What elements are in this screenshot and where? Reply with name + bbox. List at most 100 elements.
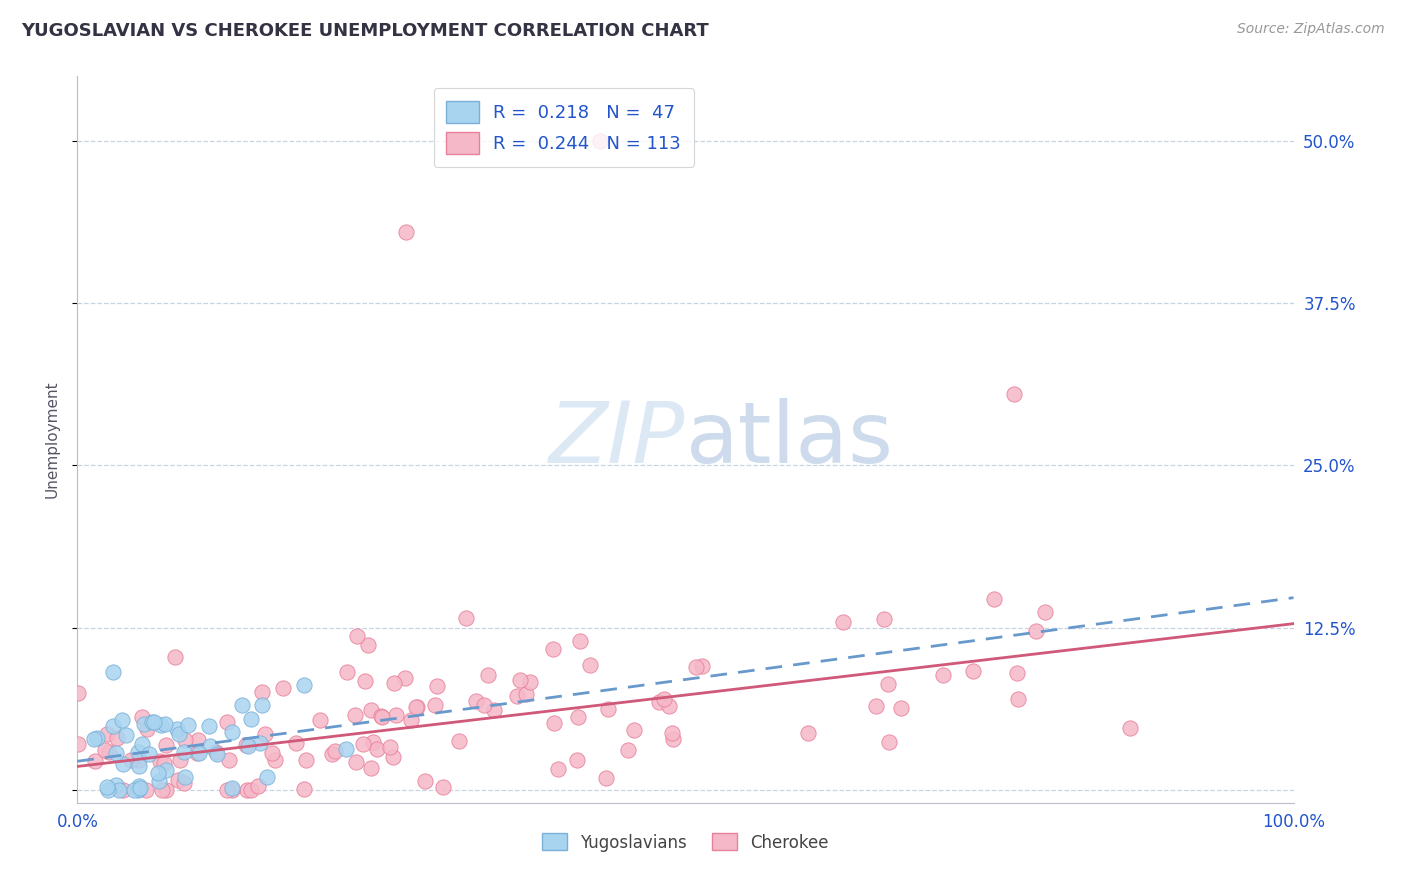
Point <box>595 771 617 785</box>
Point <box>662 732 685 747</box>
Point <box>148 765 170 780</box>
Point <box>519 675 541 690</box>
Point <box>865 698 887 713</box>
Point <box>173 776 195 790</box>
Point <box>221 724 243 739</box>
Point <box>352 737 374 751</box>
Point <box>256 770 278 784</box>
Text: Source: ZipAtlas.com: Source: ZipAtlas.com <box>1237 22 1385 37</box>
Point <box>240 782 263 797</box>
Point <box>872 612 894 626</box>
Point <box>360 703 382 717</box>
Point <box>149 755 172 769</box>
Point <box>876 677 898 691</box>
Point <box>262 746 284 760</box>
Point <box>131 710 153 724</box>
Point <box>250 698 273 712</box>
Point <box>103 719 125 733</box>
Point <box>143 714 166 729</box>
Point <box>589 134 612 148</box>
Point <box>292 678 315 692</box>
Point <box>1005 666 1028 681</box>
Point <box>218 754 240 768</box>
Point <box>173 770 195 784</box>
Point <box>177 718 200 732</box>
Point <box>879 735 901 749</box>
Point <box>360 761 382 775</box>
Point <box>221 782 243 797</box>
Point <box>425 698 447 712</box>
Point <box>472 698 495 713</box>
Point <box>148 774 170 789</box>
Point <box>426 680 449 694</box>
Point <box>217 782 239 797</box>
Text: atlas: atlas <box>686 398 893 481</box>
Point <box>111 756 134 771</box>
Point <box>127 745 149 759</box>
Point <box>890 701 912 715</box>
Point <box>253 727 276 741</box>
Point <box>381 750 404 764</box>
Y-axis label: Unemployment: Unemployment <box>44 381 59 498</box>
Point <box>692 659 714 673</box>
Point <box>231 698 253 712</box>
Point <box>247 779 270 793</box>
Point <box>155 738 177 752</box>
Point <box>187 733 209 747</box>
Point <box>150 782 173 797</box>
Point <box>658 698 681 713</box>
Text: YUGOSLAVIAN VS CHEROKEE UNEMPLOYMENT CORRELATION CHART: YUGOSLAVIAN VS CHEROKEE UNEMPLOYMENT COR… <box>21 22 709 40</box>
Point <box>354 673 377 688</box>
Legend: Yugoslavians, Cherokee: Yugoslavians, Cherokee <box>534 825 837 860</box>
Point <box>323 744 346 758</box>
Point <box>962 665 984 679</box>
Point <box>205 747 228 762</box>
Point <box>477 667 499 681</box>
Point <box>67 686 90 700</box>
Point <box>112 782 135 797</box>
Point <box>648 695 671 709</box>
Point <box>197 719 219 733</box>
Point <box>122 782 145 797</box>
Point <box>136 723 159 737</box>
Point <box>166 723 188 737</box>
Point <box>67 738 90 752</box>
Point <box>103 665 125 679</box>
Point <box>357 638 380 652</box>
Point <box>215 715 238 730</box>
Point <box>167 727 190 741</box>
Point <box>623 723 645 738</box>
Point <box>661 726 683 740</box>
Point <box>249 736 271 750</box>
Point <box>796 725 818 739</box>
Point <box>166 772 188 787</box>
Point <box>321 747 343 761</box>
Point <box>596 702 619 716</box>
Point <box>141 715 163 730</box>
Point <box>86 731 108 746</box>
Point <box>567 753 589 767</box>
Point <box>543 716 565 731</box>
Point <box>173 745 195 759</box>
Point <box>831 615 853 629</box>
Point <box>292 781 315 796</box>
Point <box>221 781 243 796</box>
Point <box>406 700 429 714</box>
Point <box>384 675 406 690</box>
Point <box>152 756 174 770</box>
Point <box>285 736 308 750</box>
Point <box>1033 605 1056 619</box>
Point <box>104 746 127 760</box>
Point <box>344 707 367 722</box>
Point <box>484 703 506 717</box>
Point <box>187 747 209 761</box>
Point <box>654 692 676 706</box>
Point <box>155 763 177 777</box>
Point <box>271 681 294 696</box>
Point <box>127 782 149 797</box>
Point <box>240 712 263 726</box>
Point <box>83 732 105 747</box>
Point <box>186 746 208 760</box>
Point <box>169 753 191 767</box>
Point <box>235 739 257 753</box>
